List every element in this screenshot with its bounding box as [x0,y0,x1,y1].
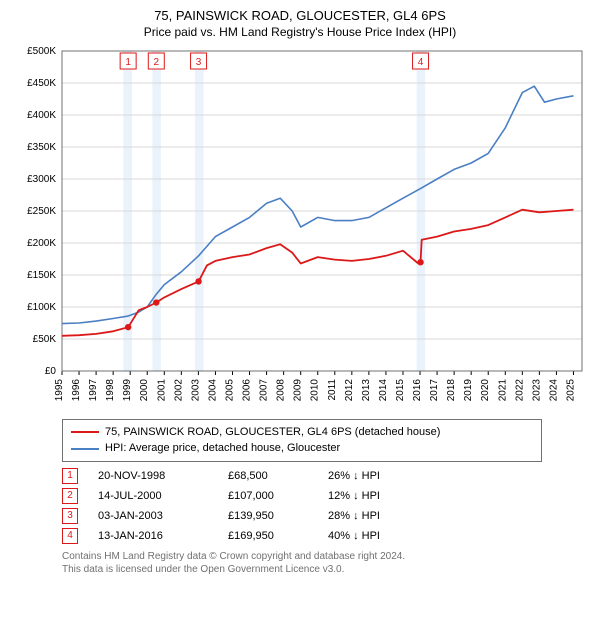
svg-text:2002: 2002 [173,378,184,401]
svg-text:2011: 2011 [327,378,338,400]
svg-text:£500K: £500K [27,46,56,57]
event-price: £169,950 [228,530,308,542]
event-row: 2 14-JUL-2000 £107,000 12% ↓ HPI [62,488,590,504]
legend-label: 75, PAINSWICK ROAD, GLOUCESTER, GL4 6PS … [105,424,440,441]
svg-text:£350K: £350K [27,142,56,153]
svg-text:2003: 2003 [190,378,201,401]
svg-text:2016: 2016 [412,378,423,401]
svg-text:£0: £0 [45,366,57,377]
svg-text:2020: 2020 [480,378,491,401]
svg-text:2007: 2007 [259,378,270,401]
svg-text:2015: 2015 [395,378,406,401]
legend: 75, PAINSWICK ROAD, GLOUCESTER, GL4 6PS … [62,419,542,462]
svg-text:2010: 2010 [310,378,321,401]
svg-text:£450K: £450K [27,78,56,89]
event-price: £107,000 [228,490,308,502]
page-subtitle: Price paid vs. HM Land Registry's House … [10,25,590,39]
price-chart: £0 £50K £100K £150K £200K £250K £300K £350K £400… [10,43,590,413]
svg-text:1999: 1999 [122,378,133,401]
legend-label: HPI: Average price, detached house, Glou… [105,440,340,457]
svg-text:2012: 2012 [344,378,355,401]
svg-text:2024: 2024 [548,378,559,401]
event-row: 1 20-NOV-1998 £68,500 26% ↓ HPI [62,468,590,484]
svg-text:2017: 2017 [429,378,440,401]
footnote-line: Contains HM Land Registry data © Crown c… [62,550,590,563]
legend-swatch [71,431,99,433]
svg-text:2013: 2013 [361,378,372,401]
svg-text:£400K: £400K [27,110,56,121]
svg-text:2022: 2022 [514,378,525,401]
event-date: 14-JUL-2000 [98,490,208,502]
svg-text:£50K: £50K [33,334,57,345]
svg-text:2: 2 [154,57,160,68]
svg-text:£200K: £200K [27,238,56,249]
svg-text:2001: 2001 [156,378,167,401]
event-number: 4 [62,528,78,544]
svg-text:£300K: £300K [27,174,56,185]
svg-text:2005: 2005 [224,378,235,401]
svg-text:2018: 2018 [446,378,457,401]
event-date: 13-JAN-2016 [98,530,208,542]
svg-text:2023: 2023 [531,378,542,401]
svg-text:1996: 1996 [71,378,82,401]
event-number: 1 [62,468,78,484]
event-row: 3 03-JAN-2003 £139,950 28% ↓ HPI [62,508,590,524]
footnote-line: This data is licensed under the Open Gov… [62,563,590,576]
svg-text:2008: 2008 [276,378,287,401]
svg-text:1997: 1997 [88,378,99,401]
svg-text:2000: 2000 [139,378,150,401]
svg-text:£250K: £250K [27,206,56,217]
event-pct: 40% ↓ HPI [328,530,418,542]
svg-text:2004: 2004 [207,378,218,401]
svg-text:1: 1 [125,57,131,68]
event-price: £139,950 [228,510,308,522]
event-date: 03-JAN-2003 [98,510,208,522]
event-pct: 12% ↓ HPI [328,490,418,502]
footnote: Contains HM Land Registry data © Crown c… [62,550,590,576]
event-row: 4 13-JAN-2016 £169,950 40% ↓ HPI [62,528,590,544]
event-number: 2 [62,488,78,504]
page-title: 75, PAINSWICK ROAD, GLOUCESTER, GL4 6PS [10,8,590,25]
event-price: £68,500 [228,470,308,482]
svg-text:3: 3 [196,57,202,68]
svg-text:4: 4 [418,57,424,68]
svg-text:1998: 1998 [105,378,116,401]
svg-text:2021: 2021 [497,378,508,401]
svg-text:£100K: £100K [27,302,56,313]
event-pct: 26% ↓ HPI [328,470,418,482]
svg-text:2025: 2025 [565,378,576,401]
svg-text:2006: 2006 [242,378,253,401]
events-table: 1 20-NOV-1998 £68,500 26% ↓ HPI 2 14-JUL-2000… [62,468,590,544]
event-pct: 28% ↓ HPI [328,510,418,522]
legend-swatch [71,448,99,450]
event-date: 20-NOV-1998 [98,470,208,482]
event-number: 3 [62,508,78,524]
legend-row: 75, PAINSWICK ROAD, GLOUCESTER, GL4 6PS … [71,424,533,441]
svg-text:2009: 2009 [293,378,304,401]
svg-text:2014: 2014 [378,378,389,401]
svg-text:2019: 2019 [463,378,474,401]
legend-row: HPI: Average price, detached house, Glou… [71,440,533,457]
svg-text:1995: 1995 [54,378,65,401]
svg-text:£150K: £150K [27,270,56,281]
